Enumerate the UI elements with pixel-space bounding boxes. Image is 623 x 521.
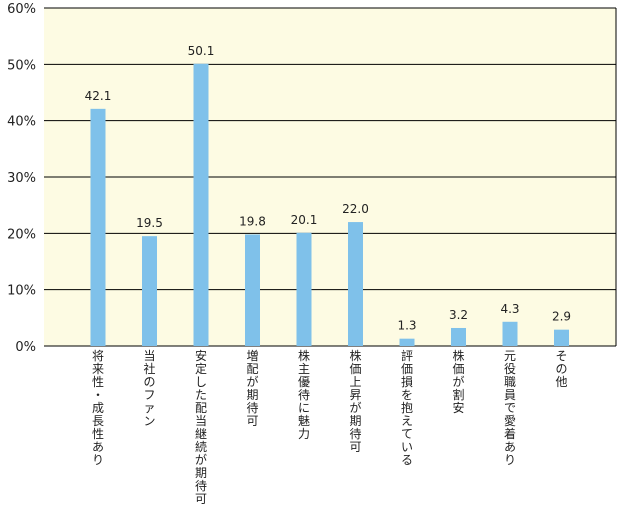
data-label: 19.5 <box>136 216 163 230</box>
data-label: 3.2 <box>449 308 468 322</box>
category-label: 将来性・成長性あり <box>92 349 104 467</box>
bar <box>90 108 106 346</box>
bar <box>451 327 466 346</box>
data-labels: 42.1 19.5 50.1 19.8 20.1 22.0 1.3 3.2 4.3 2.9 <box>85 44 571 333</box>
y-tick-label: 60% <box>7 2 36 17</box>
y-tick-label: 10% <box>7 284 36 299</box>
category-label: 株価上昇が期待可 <box>349 348 361 454</box>
bar <box>554 329 569 346</box>
category-label: 株価が割安 <box>452 348 464 415</box>
category-label: 評価損を抱えている <box>401 348 413 467</box>
y-tick-label: 40% <box>7 115 36 130</box>
y-tick-label: 50% <box>7 58 36 73</box>
data-label: 1.3 <box>397 319 416 333</box>
data-label: 42.1 <box>85 89 112 103</box>
bar <box>502 321 518 346</box>
category-label: その他 <box>555 349 567 389</box>
data-label: 2.9 <box>552 310 571 324</box>
gridlines <box>44 7 617 347</box>
bars <box>90 63 569 347</box>
y-tick-label: 30% <box>7 171 36 186</box>
bar <box>142 236 157 346</box>
category-label: 元役職員で愛着あり <box>504 349 516 467</box>
category-labels: 将来性・成長性あり 当社のファン 安定した配当継続が期待可 増配が期待可 株主優待に魅力… <box>92 348 568 506</box>
data-label: 19.8 <box>239 214 266 228</box>
data-label: 50.1 <box>188 44 215 58</box>
bar <box>193 63 209 347</box>
bar <box>296 232 312 346</box>
y-tick-label: 20% <box>7 227 36 242</box>
category-label: 株主優待に魅力 <box>298 348 310 441</box>
y-axis-tick-labels: 0% 10% 20% 30% 40% 50% 60% <box>7 2 36 355</box>
bar <box>245 234 260 346</box>
y-tick-label: 0% <box>15 340 36 355</box>
bar <box>348 222 363 346</box>
data-label: 20.1 <box>291 213 318 227</box>
data-label: 4.3 <box>500 302 519 316</box>
data-label: 22.0 <box>342 202 369 216</box>
bar <box>399 338 415 346</box>
category-label: 当社のファン <box>143 349 155 428</box>
category-label: 安定した配当継続が期待可 <box>195 348 207 506</box>
category-label: 増配が期待可 <box>246 349 258 428</box>
